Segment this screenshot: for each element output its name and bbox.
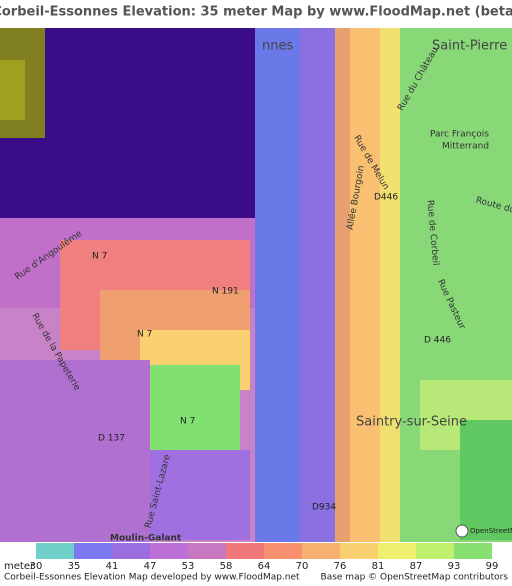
legend-value: 64 bbox=[258, 561, 271, 572]
legend-value: 76 bbox=[334, 561, 347, 572]
road-label: N 7 bbox=[137, 330, 152, 340]
road-label: D 446 bbox=[424, 336, 451, 346]
legend-swatch bbox=[188, 543, 226, 559]
footer-left: Corbeil-Essonnes Elevation Map developed… bbox=[4, 573, 300, 583]
legend-unit: meter bbox=[4, 561, 35, 572]
legend-swatch bbox=[454, 543, 492, 559]
park-label: Mitterrand bbox=[442, 142, 489, 152]
legend-value: 58 bbox=[220, 561, 233, 572]
legend-value: 41 bbox=[106, 561, 119, 572]
elevation-map bbox=[0, 28, 512, 542]
legend-swatch bbox=[36, 543, 74, 559]
legend-value: 30 bbox=[30, 561, 43, 572]
legend-swatch bbox=[150, 543, 188, 559]
legend-value: 53 bbox=[182, 561, 195, 572]
road-label: D934 bbox=[312, 503, 336, 513]
legend-swatch bbox=[74, 543, 112, 559]
legend-swatch bbox=[264, 543, 302, 559]
legend-swatch bbox=[112, 543, 150, 559]
osm-label: OpenStreetMap bbox=[470, 527, 512, 535]
legend-value: 99 bbox=[486, 561, 499, 572]
legend-swatch bbox=[340, 543, 378, 559]
legend-value: 81 bbox=[372, 561, 385, 572]
footer-right: Base map © OpenStreetMap contributors bbox=[321, 573, 509, 583]
park-label: Parc François bbox=[430, 130, 489, 140]
legend-swatch bbox=[226, 543, 264, 559]
legend-swatch bbox=[378, 543, 416, 559]
osm-logo bbox=[455, 524, 469, 538]
legend-value: 47 bbox=[144, 561, 157, 572]
road-label: D446 bbox=[374, 193, 398, 203]
road-label: N 191 bbox=[212, 287, 239, 297]
legend-value: 70 bbox=[296, 561, 309, 572]
road-label: N 7 bbox=[92, 252, 107, 262]
place-label: Saint-Pierre bbox=[432, 39, 507, 54]
legend-value: 93 bbox=[448, 561, 461, 572]
place-label: Saintry-sur-Seine bbox=[356, 415, 467, 430]
road-label: N 7 bbox=[180, 417, 195, 427]
legend-value: 87 bbox=[410, 561, 423, 572]
road-label: D 137 bbox=[98, 434, 125, 444]
title: Corbeil-Essonnes Elevation: 35 meter Map… bbox=[0, 5, 512, 20]
legend: meter 30 35 41 47 53 58 64 70 76 81 87 93 99 bbox=[4, 543, 498, 572]
legend-swatch bbox=[302, 543, 340, 559]
place-label: Moulin-Galant bbox=[110, 534, 182, 544]
legend-value: 35 bbox=[68, 561, 81, 572]
legend-swatch bbox=[416, 543, 454, 559]
place-label: nnes bbox=[262, 39, 293, 54]
